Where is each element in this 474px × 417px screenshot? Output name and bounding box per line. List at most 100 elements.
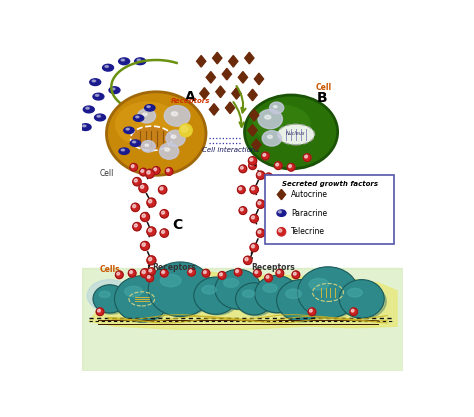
Ellipse shape <box>277 124 315 145</box>
Ellipse shape <box>80 124 91 131</box>
Ellipse shape <box>125 286 143 296</box>
Circle shape <box>142 270 146 274</box>
Circle shape <box>250 163 253 166</box>
Circle shape <box>154 168 156 171</box>
Ellipse shape <box>145 105 155 111</box>
Circle shape <box>250 244 258 252</box>
Polygon shape <box>249 109 259 121</box>
Ellipse shape <box>340 284 386 319</box>
Circle shape <box>219 273 222 276</box>
Ellipse shape <box>107 92 206 175</box>
Circle shape <box>139 183 148 193</box>
Circle shape <box>262 152 269 160</box>
Ellipse shape <box>136 116 139 118</box>
Circle shape <box>289 165 292 168</box>
Circle shape <box>265 173 273 181</box>
Circle shape <box>258 201 261 204</box>
Circle shape <box>134 224 137 227</box>
Circle shape <box>188 269 195 276</box>
Ellipse shape <box>83 106 94 113</box>
Ellipse shape <box>99 291 110 298</box>
Circle shape <box>140 241 149 250</box>
Ellipse shape <box>130 140 140 146</box>
Ellipse shape <box>159 143 179 159</box>
Text: Cells: Cells <box>100 266 120 274</box>
Ellipse shape <box>160 274 181 286</box>
Circle shape <box>131 203 139 211</box>
Ellipse shape <box>195 281 239 315</box>
Polygon shape <box>200 88 209 99</box>
Ellipse shape <box>149 267 215 317</box>
Polygon shape <box>197 55 206 67</box>
Circle shape <box>162 211 164 214</box>
Circle shape <box>237 186 245 193</box>
Circle shape <box>251 216 255 219</box>
Polygon shape <box>248 125 257 136</box>
Ellipse shape <box>137 59 141 61</box>
Polygon shape <box>248 89 257 101</box>
Circle shape <box>268 214 271 217</box>
Ellipse shape <box>270 102 284 113</box>
Circle shape <box>148 229 152 232</box>
Ellipse shape <box>147 106 150 108</box>
Ellipse shape <box>286 289 301 299</box>
Circle shape <box>258 230 261 234</box>
Ellipse shape <box>171 112 178 116</box>
Polygon shape <box>216 86 225 98</box>
Ellipse shape <box>116 281 171 322</box>
Ellipse shape <box>309 279 329 290</box>
Ellipse shape <box>278 284 327 322</box>
Circle shape <box>116 271 123 279</box>
Circle shape <box>293 272 296 275</box>
Circle shape <box>287 163 295 171</box>
Circle shape <box>251 187 255 190</box>
Circle shape <box>166 169 169 172</box>
Circle shape <box>160 187 163 190</box>
Circle shape <box>140 213 149 221</box>
Ellipse shape <box>255 276 299 313</box>
Text: C: C <box>172 218 182 232</box>
Circle shape <box>308 308 316 316</box>
Ellipse shape <box>299 272 361 318</box>
Circle shape <box>256 171 265 179</box>
Circle shape <box>239 207 247 214</box>
Ellipse shape <box>267 135 272 138</box>
Polygon shape <box>228 55 238 67</box>
Circle shape <box>277 228 286 236</box>
Circle shape <box>240 166 243 169</box>
Polygon shape <box>226 102 235 113</box>
Circle shape <box>258 172 261 176</box>
Ellipse shape <box>166 131 185 146</box>
Text: A: A <box>184 90 195 103</box>
Circle shape <box>147 171 150 174</box>
Ellipse shape <box>236 283 273 315</box>
Ellipse shape <box>264 115 271 119</box>
Circle shape <box>202 269 210 277</box>
Circle shape <box>148 199 152 203</box>
Circle shape <box>250 214 258 223</box>
Ellipse shape <box>245 95 337 169</box>
Circle shape <box>292 271 300 279</box>
Circle shape <box>218 271 226 279</box>
Ellipse shape <box>132 141 136 143</box>
Ellipse shape <box>102 64 114 71</box>
Circle shape <box>149 269 152 272</box>
Ellipse shape <box>194 277 237 314</box>
Polygon shape <box>252 139 261 151</box>
Circle shape <box>248 157 257 165</box>
Ellipse shape <box>121 59 125 61</box>
Ellipse shape <box>95 94 99 96</box>
Text: Telecrine: Telecrine <box>291 227 325 236</box>
Circle shape <box>350 308 357 316</box>
Text: Cell interactions: Cell interactions <box>201 147 259 153</box>
Circle shape <box>244 256 252 264</box>
Circle shape <box>251 245 255 248</box>
Circle shape <box>148 257 152 261</box>
Circle shape <box>160 210 168 218</box>
Circle shape <box>275 163 279 166</box>
Circle shape <box>236 270 238 273</box>
Polygon shape <box>255 73 264 85</box>
Ellipse shape <box>277 210 286 216</box>
Circle shape <box>250 158 253 161</box>
Ellipse shape <box>121 149 125 151</box>
